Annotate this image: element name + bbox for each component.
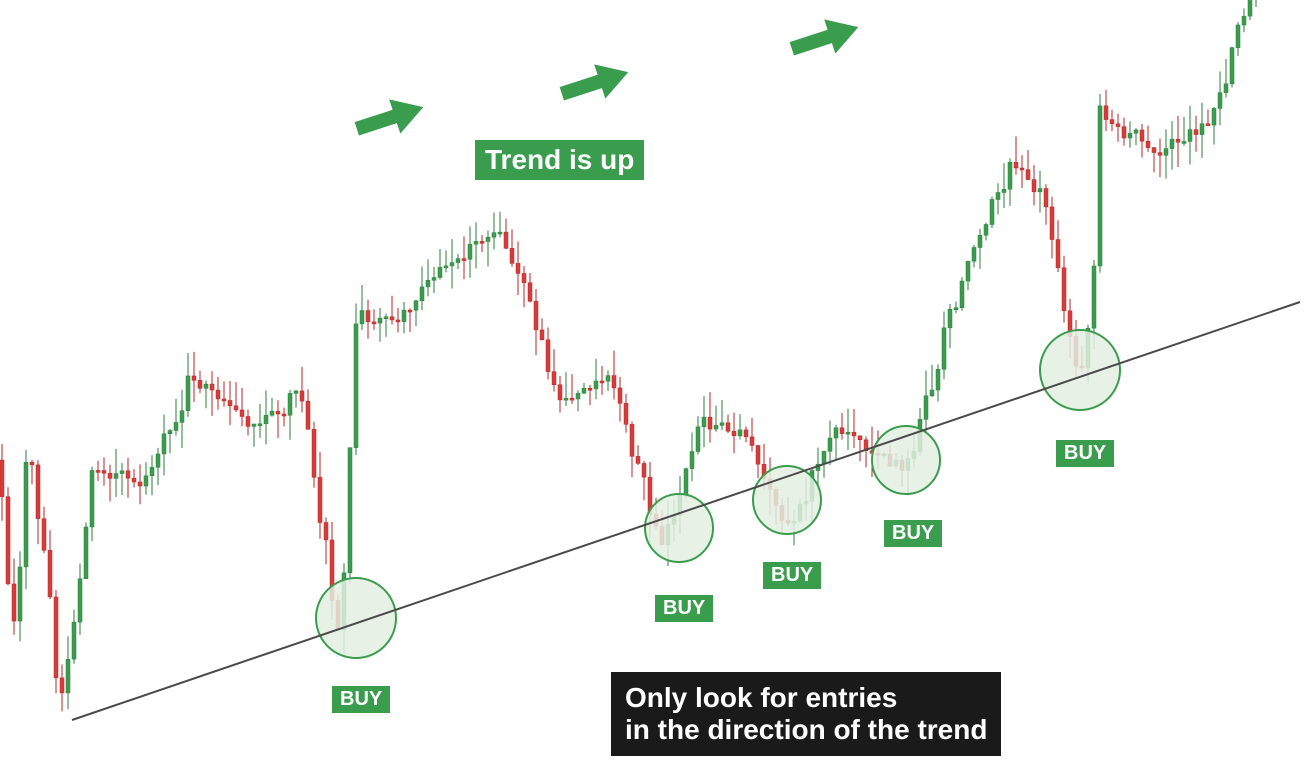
buy-label-1: BUY <box>332 686 390 713</box>
candlestick-chart <box>0 0 1306 770</box>
trend-label: Trend is up <box>475 140 644 180</box>
entries-instruction: Only look for entries in the direction o… <box>611 672 1001 756</box>
buy-zone-circle-1 <box>316 578 396 658</box>
buy-zone-circle-5 <box>1040 330 1120 410</box>
buy-label-5: BUY <box>1056 440 1114 467</box>
buy-label-4: BUY <box>884 520 942 547</box>
buy-zone-circle-2 <box>645 494 713 562</box>
buy-label-3: BUY <box>763 562 821 589</box>
buy-label-2: BUY <box>655 595 713 622</box>
